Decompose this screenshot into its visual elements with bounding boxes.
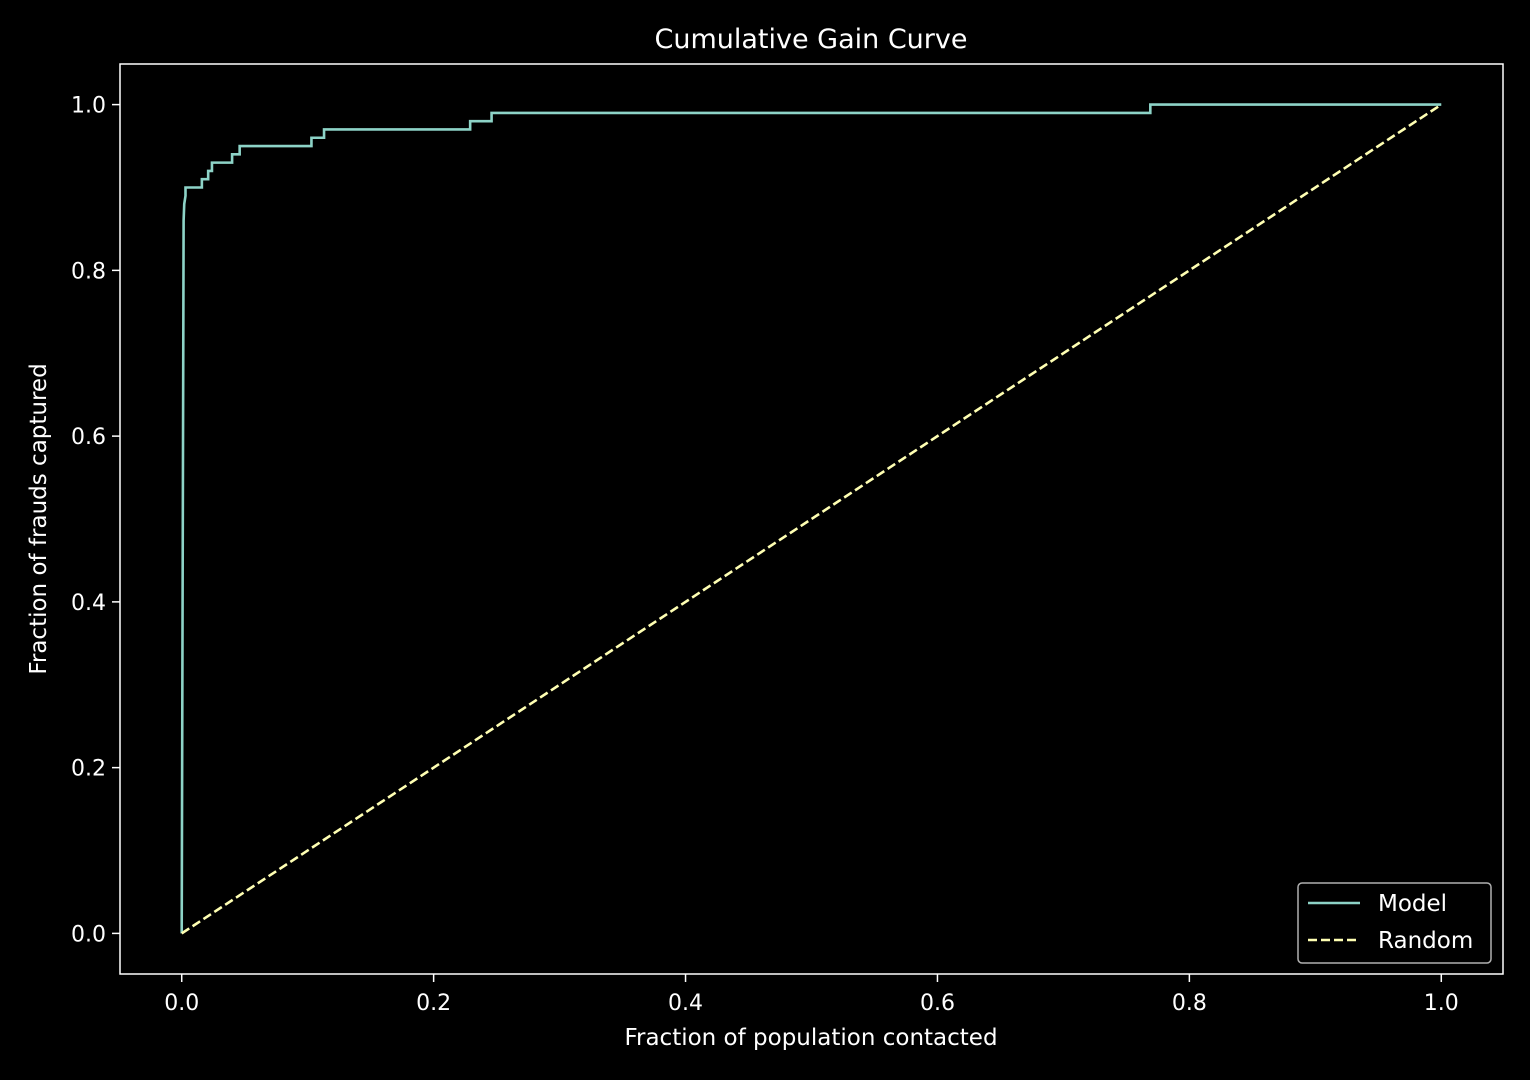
y-axis-ticks: 0.0 0.2 0.4 0.6 0.8 1.0 (71, 94, 120, 947)
y-axis-label: Fraction of frauds captured (26, 363, 52, 674)
series-line-model (180, 103, 1442, 934)
legend: Model Random (1297, 882, 1492, 964)
x-tick-label: 1.0 (1424, 991, 1459, 1016)
x-axis-label: Fraction of population contacted (624, 1025, 997, 1051)
plot-area (119, 63, 1504, 975)
x-tick-label: 0.0 (164, 991, 199, 1016)
x-tick-label: 0.6 (920, 991, 955, 1016)
x-axis-ticks: 0.0 0.2 0.4 0.6 0.8 1.0 (164, 974, 1459, 1016)
y-tick-label: 0.8 (71, 259, 106, 284)
series-line-random (181, 103, 1442, 935)
y-tick-label: 1.0 (71, 94, 106, 119)
x-tick-label: 0.2 (416, 991, 451, 1016)
x-tick-label: 0.4 (668, 991, 703, 1016)
y-tick-label: 0.2 (71, 757, 106, 782)
y-tick-label: 0.4 (71, 591, 106, 616)
y-tick-label: 0.0 (71, 922, 106, 947)
axes-frame (119, 63, 1504, 975)
x-tick-label: 0.8 (1172, 991, 1207, 1016)
legend-model-label: Model (1378, 891, 1447, 917)
y-tick-label: 0.6 (71, 425, 106, 450)
chart-title: Cumulative Gain Curve (654, 24, 967, 55)
legend-random-label: Random (1378, 928, 1473, 954)
